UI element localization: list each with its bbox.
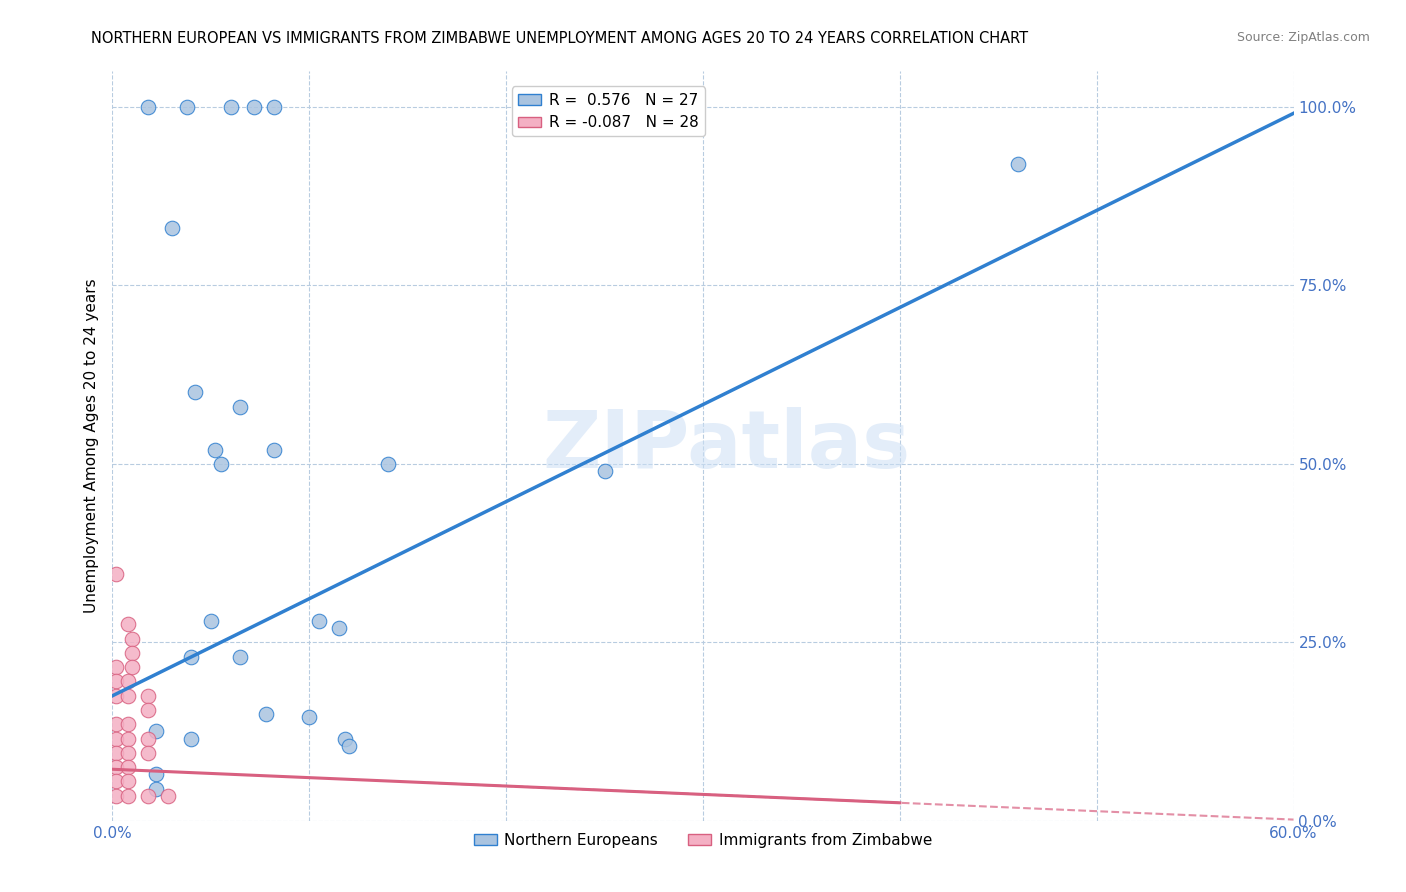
Point (121, 646, 143, 660)
Point (136, 746, 159, 760)
Point (136, 789, 159, 803)
Point (105, 760, 128, 774)
Point (337, 739, 360, 753)
Point (105, 731, 128, 746)
Point (209, 457, 232, 471)
Point (117, 689, 139, 703)
Point (105, 689, 128, 703)
Point (117, 731, 139, 746)
Point (593, 464, 616, 478)
Text: ZIPatlas: ZIPatlas (543, 407, 911, 485)
Point (263, 442, 285, 457)
Point (136, 703, 159, 717)
Point (204, 442, 226, 457)
Point (160, 221, 183, 235)
Point (156, 789, 179, 803)
Point (105, 789, 128, 803)
Point (377, 457, 399, 471)
Point (105, 660, 128, 674)
Point (105, 567, 128, 582)
Point (328, 621, 350, 635)
Point (117, 789, 139, 803)
Point (308, 614, 330, 628)
Point (229, 400, 252, 414)
Point (254, 706, 277, 721)
Y-axis label: Unemployment Among Ages 20 to 24 years: Unemployment Among Ages 20 to 24 years (83, 278, 98, 614)
Point (117, 774, 139, 789)
Text: NORTHERN EUROPEAN VS IMMIGRANTS FROM ZIMBABWE UNEMPLOYMENT AMONG AGES 20 TO 24 Y: NORTHERN EUROPEAN VS IMMIGRANTS FROM ZIM… (91, 31, 1029, 46)
Point (176, 100, 198, 114)
Point (333, 731, 356, 746)
Point (105, 746, 128, 760)
Point (105, 674, 128, 689)
Point (145, 767, 167, 781)
Point (117, 674, 139, 689)
Point (136, 100, 159, 114)
Legend: Northern Europeans, Immigrants from Zimbabwe: Northern Europeans, Immigrants from Zimb… (467, 827, 939, 855)
Point (105, 774, 128, 789)
Point (243, 100, 266, 114)
Point (145, 781, 167, 796)
Point (136, 689, 159, 703)
Point (136, 731, 159, 746)
Point (121, 632, 143, 646)
Point (117, 617, 139, 632)
Point (117, 746, 139, 760)
Point (180, 649, 202, 664)
Point (200, 614, 222, 628)
Text: Source: ZipAtlas.com: Source: ZipAtlas.com (1237, 31, 1371, 45)
Point (219, 100, 242, 114)
Point (145, 724, 167, 739)
Point (1007, 157, 1029, 171)
Point (105, 717, 128, 731)
Point (180, 731, 202, 746)
Point (184, 385, 207, 400)
Point (263, 100, 285, 114)
Point (117, 717, 139, 731)
Point (229, 649, 252, 664)
Point (121, 660, 143, 674)
Point (298, 710, 321, 724)
Point (117, 760, 139, 774)
